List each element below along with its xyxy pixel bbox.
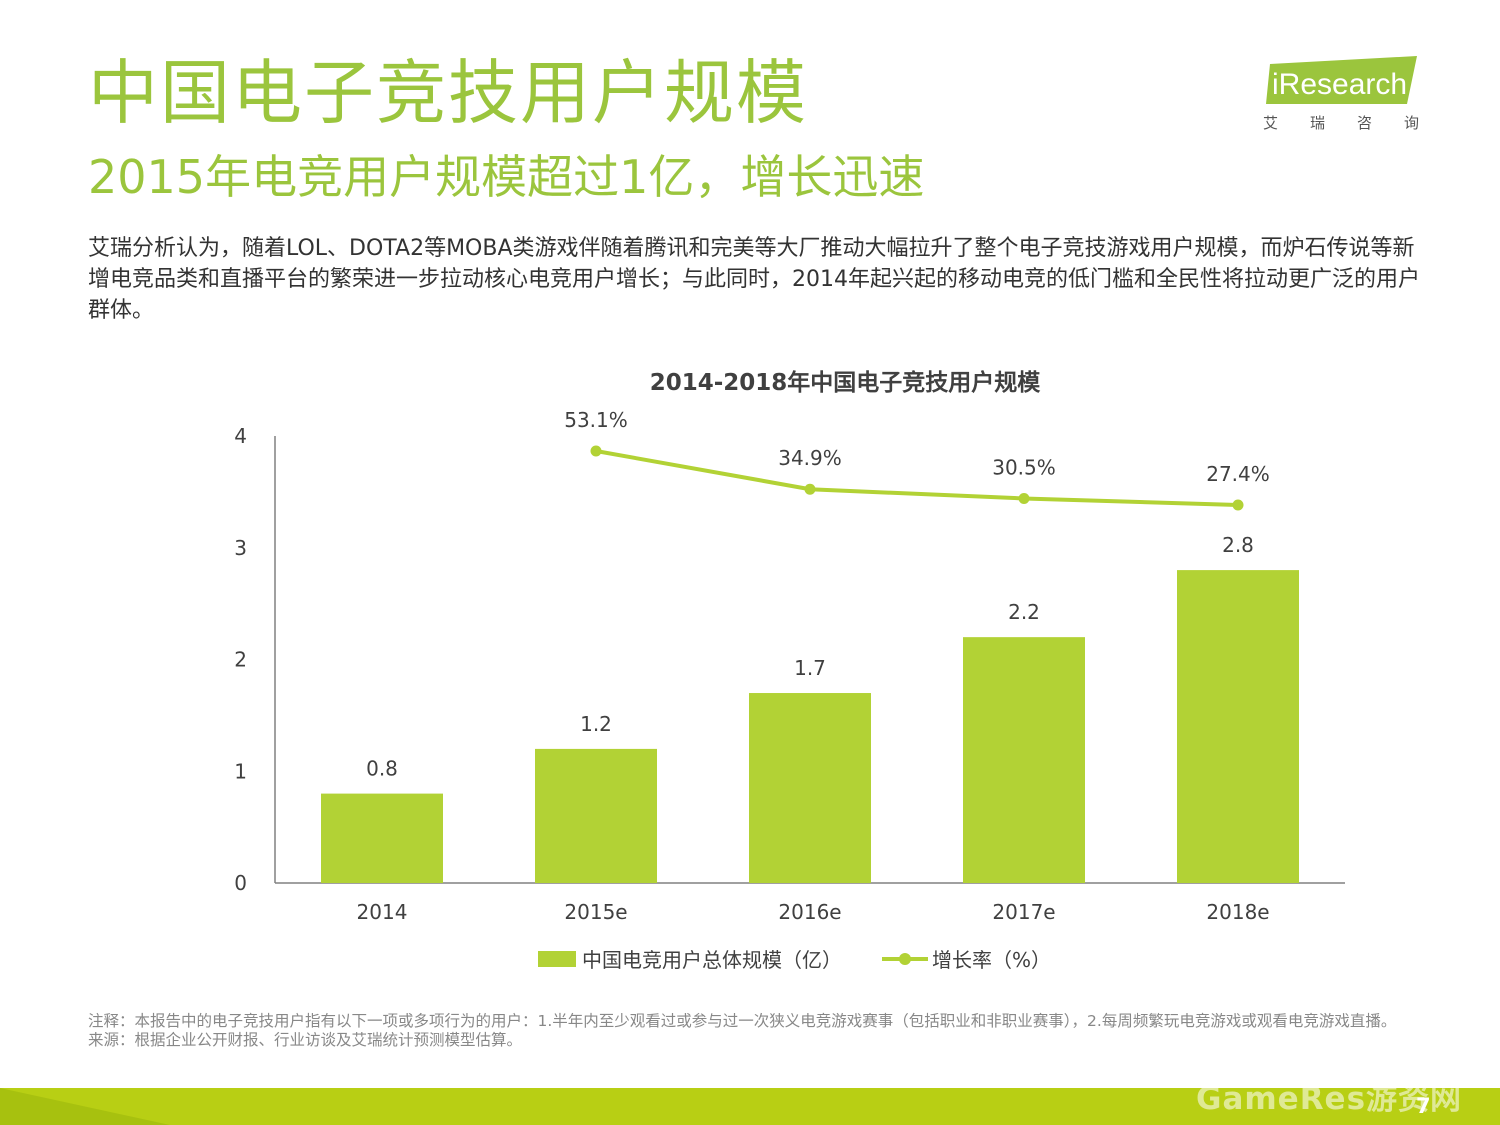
logo-cn-char: 询: [1403, 114, 1419, 132]
bar: [535, 748, 657, 883]
growth-point: [1232, 499, 1244, 511]
bar: [963, 637, 1085, 883]
y-tick-label: 3: [234, 536, 247, 560]
chart-legend: 中国电竞用户总体规模（亿） 增长率（%）: [538, 944, 1051, 973]
growth-point: [804, 483, 816, 495]
bar-value-label: 1.2: [580, 712, 612, 736]
analysis-text: 艾瑞分析认为，随着LOL、DOTA2等MOBA类游戏伴随着腾讯和完美等大厂推动大…: [88, 236, 1420, 323]
bar: [1177, 570, 1299, 883]
footer-accent: [0, 1088, 170, 1125]
watermark: GameRes游资网: [1196, 1081, 1463, 1117]
legend-label-line: 增长率（%）: [932, 948, 1052, 972]
x-tick-label: 2017e: [992, 900, 1055, 924]
logo-cn-char: 咨: [1356, 114, 1372, 132]
legend-label-bars: 中国电竞用户总体规模（亿）: [582, 948, 842, 972]
note-text: 注释：本报告中的电子竞技用户指有以下一项或多项行为的用户：1.半年内至少观看过或…: [88, 1012, 1397, 1030]
logo-text: iResearch: [1272, 68, 1407, 101]
legend-line-swatch: [882, 952, 928, 965]
growth-point: [1018, 492, 1030, 504]
page-subtitle: 2015年电竞用户规模超过1亿，增长迅速: [88, 150, 925, 204]
iresearch-logo: iResearch: [1266, 56, 1417, 104]
logo-cn-char: 瑞: [1309, 114, 1325, 132]
x-tick-label: 2018e: [1206, 900, 1269, 924]
page-number: 7: [1416, 1094, 1431, 1118]
page-title: 中国电子竞技用户规模: [88, 52, 808, 134]
chart-canvas: 0 1 2 3 4 0.8 2014 1.2 2015e 1.7 2016e 2.2 2017e 2.8 2…: [234, 408, 1345, 924]
footer-bar: [0, 1088, 1500, 1125]
bar: [321, 793, 443, 883]
growth-point: [590, 445, 602, 457]
legend-item-line: 增长率（%）: [842, 944, 1051, 973]
chart-title: 2014-2018年中国电子竞技用户规模: [649, 370, 1041, 396]
bar-value-label: 2.2: [1008, 600, 1040, 624]
y-tick-label: 4: [234, 424, 247, 448]
y-tick-label: 2: [234, 648, 247, 672]
footnote: 注释：本报告中的电子竞技用户指有以下一项或多项行为的用户：1.半年内至少观看过或…: [88, 1012, 1428, 1050]
growth-line: [595, 449, 1239, 507]
x-tick-label: 2014: [357, 900, 408, 924]
y-tick-label: 1: [234, 759, 247, 783]
logo-cn-text: 艾 瑞 咨 询: [1263, 112, 1419, 133]
bar-value-label: 0.8: [366, 757, 398, 781]
x-tick-label: 2015e: [564, 900, 627, 924]
logo-cn-char: 艾: [1263, 114, 1279, 132]
bar-value-label: 2.8: [1222, 533, 1254, 557]
y-tick-label: 0: [234, 871, 247, 895]
growth-value-label: 27.4%: [1206, 462, 1270, 486]
legend-item-bars: 中国电竞用户总体规模（亿）: [538, 944, 842, 973]
source-text: 来源：根据企业公开财报、行业访谈及艾瑞统计预测模型估算。: [88, 1031, 523, 1049]
legend-bar-swatch: [538, 950, 576, 967]
x-tick-label: 2016e: [778, 900, 841, 924]
growth-value-label: 30.5%: [992, 455, 1056, 479]
growth-value-label: 53.1%: [564, 408, 628, 432]
bar-value-label: 1.7: [794, 656, 826, 680]
bar: [749, 693, 871, 883]
growth-value-label: 34.9%: [778, 446, 842, 470]
